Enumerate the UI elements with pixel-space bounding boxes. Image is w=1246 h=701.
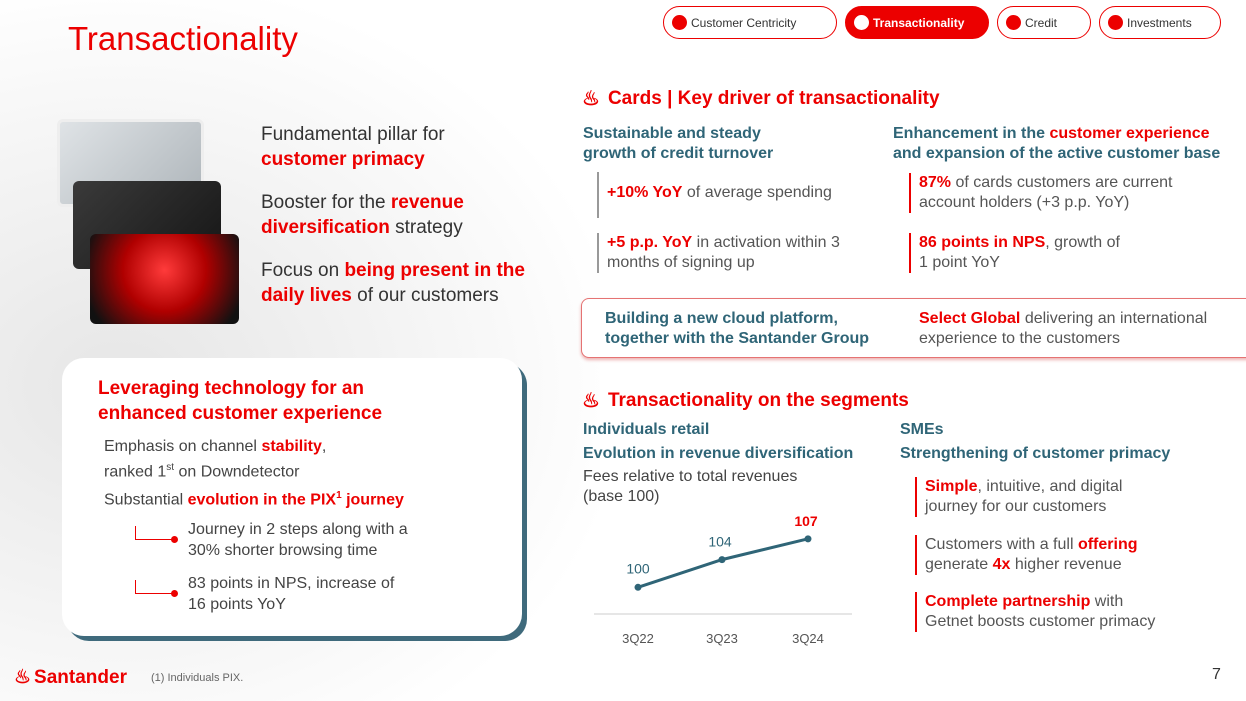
simple-item: Simple, intuitive, and digital journey f… — [915, 477, 1155, 517]
nps-item: 86 points in NPS, growth of 1 point YoY — [909, 233, 1129, 273]
dot-icon — [1006, 15, 1021, 30]
account-holders-item: 87% of cards customers are current accou… — [909, 173, 1209, 213]
cards-left-heading: Sustainable and steady growth of credit … — [583, 125, 774, 162]
red-card-image — [90, 234, 239, 324]
cards-right-heading: Enhancement in the customer experience an… — [893, 125, 1221, 162]
smes-subheading: Strengthening of customer primacy — [900, 445, 1171, 462]
pillar-1: Fundamental pillar for customer primacy — [261, 124, 445, 170]
individuals-subheading: Evolution in revenue diversification — [583, 445, 854, 462]
pillar-2: Booster for the revenue diversification … — [261, 192, 464, 238]
segments-section-title: ♨ Transactionality on the segments — [582, 389, 909, 413]
santander-logo: ♨ Santander — [14, 666, 127, 689]
smes-heading: SMEs — [900, 421, 944, 438]
connector-icon — [135, 526, 178, 543]
tab-credit[interactable]: Credit — [997, 6, 1091, 39]
individuals-heading: Individuals retail — [583, 421, 710, 438]
pix-text: Substantial evolution in the PIX1 journe… — [104, 490, 404, 509]
cards-section-title: ♨ Cards | Key driver of transactionality — [582, 87, 940, 111]
fees-line-chart: 100 3Q22 104 3Q23 107 3Q24 — [594, 513, 852, 646]
data-label: 100 — [626, 560, 650, 576]
fees-description: Fees relative to total revenues (base 10… — [583, 468, 798, 505]
spending-item: +10% YoY of average spending — [597, 172, 857, 218]
pillar-3: Focus on being present in the daily live… — [261, 260, 525, 306]
santander-flame-icon: ♨ — [582, 88, 600, 110]
x-tick-label: 3Q24 — [792, 631, 824, 646]
dot-icon — [1108, 15, 1123, 30]
offering-item: Customers with a full offering generate … — [915, 535, 1165, 575]
data-label: 107 — [794, 513, 818, 529]
tab-label: Investments — [1127, 15, 1192, 30]
tab-label: Transactionality — [873, 15, 965, 30]
stability-text: Emphasis on channel stability, ranked 1st… — [104, 438, 327, 481]
data-label: 104 — [708, 534, 732, 550]
data-point — [718, 556, 726, 564]
dot-icon — [672, 15, 687, 30]
page-title: Transactionality — [68, 20, 298, 57]
activation-item: +5 p.p. YoY in activation within 3 month… — [597, 233, 857, 273]
footnote: (1) Individuals PIX. — [151, 672, 244, 684]
cards-callout: Building a new cloud platform, together … — [581, 298, 1246, 358]
data-point — [634, 583, 642, 591]
cloud-platform-text: Building a new cloud platform, together … — [605, 310, 870, 347]
tab-investments[interactable]: Investments — [1099, 6, 1221, 39]
section-tabs: Customer Centricity Transactionality Cre… — [663, 6, 1221, 39]
technology-card: Leveraging technology for an enhanced cu… — [62, 358, 522, 636]
select-global-text: Select Global delivering an internationa… — [919, 310, 1208, 347]
x-tick-label: 3Q22 — [622, 631, 654, 646]
pix-bullet-2: 83 points in NPS, increase of 16 points … — [188, 575, 395, 613]
partnership-item: Complete partnership with Getnet boosts … — [915, 592, 1175, 632]
tab-label: Customer Centricity — [691, 15, 797, 30]
connector-icon — [135, 580, 178, 597]
pix-bullet-1: Journey in 2 steps along with a 30% shor… — [188, 521, 408, 559]
santander-flame-icon: ♨ — [582, 390, 600, 412]
santander-flame-icon: ♨ — [14, 667, 32, 688]
technology-title: Leveraging technology for an enhanced cu… — [98, 378, 383, 424]
page-number: 7 — [1212, 666, 1221, 683]
tab-label: Credit — [1025, 15, 1058, 30]
dot-icon — [854, 15, 869, 30]
tab-transactionality[interactable]: Transactionality — [845, 6, 989, 39]
x-tick-label: 3Q23 — [706, 631, 738, 646]
data-point — [804, 535, 812, 543]
tab-customer-centricity[interactable]: Customer Centricity — [663, 6, 837, 39]
